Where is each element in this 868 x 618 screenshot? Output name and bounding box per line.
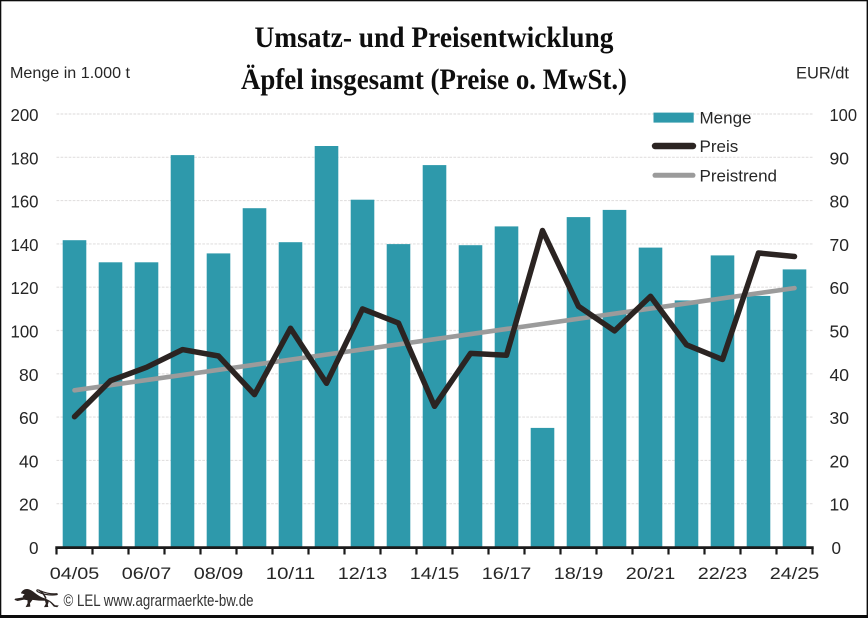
svg-text:160: 160 xyxy=(11,192,39,212)
svg-text:100: 100 xyxy=(11,322,39,342)
svg-text:10/11: 10/11 xyxy=(266,564,316,583)
svg-text:EUR/dt: EUR/dt xyxy=(796,63,849,82)
svg-text:50: 50 xyxy=(830,322,850,342)
svg-text:Preistrend: Preistrend xyxy=(700,166,777,185)
svg-text:Äpfel insgesamt (Preise o. MwS: Äpfel insgesamt (Preise o. MwSt.) xyxy=(241,63,627,96)
svg-text:60: 60 xyxy=(19,408,39,428)
svg-text:40: 40 xyxy=(830,365,850,385)
svg-text:120: 120 xyxy=(11,278,39,298)
svg-text:24/25: 24/25 xyxy=(770,564,820,583)
svg-text:30: 30 xyxy=(830,408,850,428)
svg-text:10: 10 xyxy=(830,495,850,515)
svg-text:180: 180 xyxy=(11,148,39,168)
svg-text:100: 100 xyxy=(830,105,858,125)
svg-text:80: 80 xyxy=(19,365,39,385)
svg-text:0: 0 xyxy=(832,538,842,558)
svg-text:40: 40 xyxy=(19,451,39,471)
svg-text:20/21: 20/21 xyxy=(626,564,676,583)
svg-text:90: 90 xyxy=(830,148,850,168)
svg-text:Umsatz- und Preisentwicklung: Umsatz- und Preisentwicklung xyxy=(255,21,614,54)
svg-text:14/15: 14/15 xyxy=(410,564,460,583)
svg-text:04/05: 04/05 xyxy=(50,564,100,583)
svg-text:200: 200 xyxy=(11,105,39,125)
svg-text:12/13: 12/13 xyxy=(338,564,388,583)
svg-text:20: 20 xyxy=(830,451,850,471)
svg-text:0: 0 xyxy=(29,538,39,558)
svg-text:06/07: 06/07 xyxy=(122,564,172,583)
svg-text:18/19: 18/19 xyxy=(554,564,604,583)
svg-text:Preis: Preis xyxy=(700,137,739,156)
svg-text:140: 140 xyxy=(11,235,39,255)
svg-text:16/17: 16/17 xyxy=(482,564,532,583)
svg-text:Menge: Menge xyxy=(700,109,752,128)
svg-text:20: 20 xyxy=(19,495,39,515)
svg-text:Menge in 1.000 t: Menge in 1.000 t xyxy=(10,65,131,82)
svg-text:60: 60 xyxy=(830,278,850,298)
svg-text:22/23: 22/23 xyxy=(698,564,748,583)
svg-text:08/09: 08/09 xyxy=(194,564,244,583)
svg-text:© LEL www.agrarmaerkte-bw.de: © LEL www.agrarmaerkte-bw.de xyxy=(64,592,254,610)
svg-text:70: 70 xyxy=(830,235,850,255)
svg-text:80: 80 xyxy=(830,192,850,212)
